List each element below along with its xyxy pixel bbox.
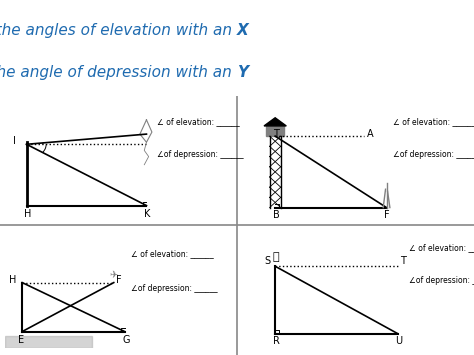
Text: R: R [273, 336, 280, 346]
Text: S: S [264, 256, 270, 266]
Text: A: A [366, 129, 373, 139]
Text: H: H [24, 209, 32, 219]
Text: 🧍: 🧍 [273, 252, 280, 262]
Text: ∠ of elevation: ______: ∠ of elevation: ______ [409, 243, 474, 252]
Text: ∠ of elevation: ______: ∠ of elevation: ______ [393, 117, 474, 126]
Text: ∠of depression: ______: ∠of depression: ______ [157, 149, 244, 159]
Text: Y: Y [237, 65, 248, 80]
Text: ∠ of elevation: ______: ∠ of elevation: ______ [157, 117, 240, 126]
Text: I: I [13, 136, 16, 146]
Text: ∠ of elevation: ______: ∠ of elevation: ______ [131, 249, 214, 258]
Text: G: G [122, 335, 130, 345]
Bar [266, 126, 284, 136]
Text: F: F [384, 210, 390, 220]
Text: K: K [144, 209, 151, 219]
Text: U: U [395, 336, 402, 346]
Text: E: E [18, 335, 24, 345]
Text: ∠of depression: ______: ∠of depression: ______ [409, 275, 474, 285]
Polygon shape [264, 118, 286, 126]
Text: T: T [273, 129, 279, 139]
Text: X: X [237, 23, 249, 38]
Text: T: T [400, 256, 406, 266]
Text: Identify the angles of elevation with an: Identify the angles of elevation with an [0, 23, 237, 38]
Text: ∠of depression: ______: ∠of depression: ______ [131, 284, 218, 293]
Text: ∠of depression: ______: ∠of depression: ______ [393, 149, 474, 159]
Text: H: H [9, 274, 17, 285]
Bar [5, 336, 92, 348]
Text: ✈: ✈ [109, 271, 118, 280]
Text: and the angle of depression with an: and the angle of depression with an [0, 65, 237, 80]
Text: F: F [116, 274, 121, 285]
Text: B: B [273, 210, 280, 220]
